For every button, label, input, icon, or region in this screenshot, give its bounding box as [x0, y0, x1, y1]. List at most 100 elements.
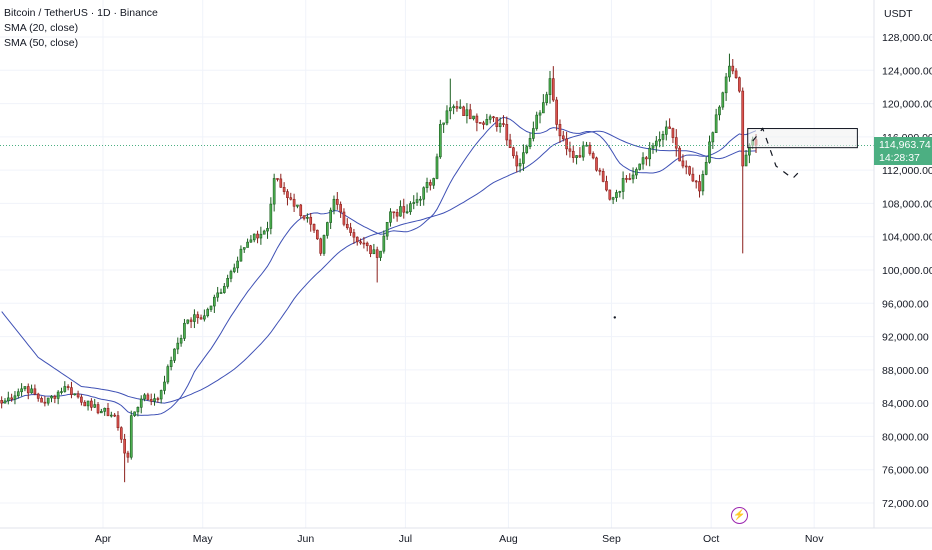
- candle-body: [133, 411, 136, 416]
- candle-body: [256, 233, 259, 239]
- candle-body: [86, 400, 90, 407]
- candle-body: [269, 203, 273, 229]
- candle-body: [123, 438, 126, 454]
- candle-body: [209, 305, 213, 310]
- time-axis[interactable]: Apr May Jun Jul Aug Sep Oct Nov: [95, 533, 824, 545]
- candle-body: [126, 452, 130, 458]
- candle-body: [246, 241, 249, 248]
- candle-body: [724, 76, 728, 94]
- candle-body: [189, 319, 193, 322]
- lightning-bolt-icon[interactable]: ⚡: [731, 507, 748, 524]
- candle-body: [262, 230, 266, 235]
- candle-body: [259, 233, 263, 239]
- candle-body: [402, 206, 406, 213]
- candle-body: [46, 397, 50, 404]
- price-tick-label: 96,000.00: [882, 298, 929, 310]
- candle-body: [718, 106, 721, 116]
- candle-body: [329, 209, 332, 223]
- drawing-tools[interactable]: [0, 127, 874, 319]
- candle-body: [429, 182, 432, 186]
- candle-body: [196, 314, 200, 319]
- candle-body: [213, 296, 216, 307]
- candle-body: [488, 116, 492, 120]
- candle-body: [502, 123, 505, 125]
- candle-body: [372, 249, 376, 254]
- candle-body: [568, 148, 572, 152]
- candle-body: [542, 102, 545, 114]
- candle-body: [728, 65, 731, 78]
- candle-body: [661, 134, 665, 140]
- currency-label[interactable]: USDT: [884, 8, 913, 20]
- candle-body: [598, 169, 602, 172]
- candle-body: [173, 348, 176, 361]
- candle-body: [555, 99, 558, 125]
- candle-body: [229, 271, 233, 279]
- price-axis[interactable]: 128,000.00124,000.00120,000.00116,000.00…: [882, 32, 932, 510]
- candle-body: [442, 122, 445, 125]
- candle-body: [515, 155, 519, 167]
- candle-body: [508, 139, 512, 149]
- time-tick-label: May: [193, 533, 214, 545]
- candle-body: [20, 388, 23, 393]
- candle-body: [219, 292, 223, 294]
- candle-body: [658, 139, 661, 142]
- candle-body: [701, 174, 705, 192]
- candle-body: [136, 406, 140, 413]
- candle-body: [146, 394, 150, 400]
- candle-body: [249, 239, 253, 243]
- price-tick-label: 80,000.00: [882, 431, 929, 443]
- candle-body: [100, 411, 103, 414]
- candle-body: [545, 94, 548, 103]
- symbol-title[interactable]: Bitcoin / TetherUS · 1D · Binance: [4, 7, 158, 19]
- candle-body: [721, 92, 725, 108]
- candle-body: [638, 163, 642, 170]
- price-tick-label: 72,000.00: [882, 498, 929, 510]
- candle-body: [50, 395, 53, 399]
- bar-countdown: 14:28:37: [879, 152, 920, 164]
- candle-body: [525, 146, 529, 153]
- candle-body: [339, 204, 342, 213]
- indicator-sma-50[interactable]: SMA (50, close): [4, 37, 79, 49]
- candle-body: [631, 174, 635, 180]
- candle-body: [359, 241, 362, 244]
- candle-body: [43, 401, 47, 404]
- candle-body: [186, 319, 190, 324]
- candle-body: [236, 260, 239, 269]
- candle-body: [512, 147, 515, 157]
- candle-body: [551, 78, 555, 101]
- candle-body: [635, 169, 638, 176]
- candle-body: [561, 135, 565, 140]
- time-tick-label: Apr: [95, 533, 112, 545]
- candle-body: [73, 393, 77, 396]
- candle-body: [286, 191, 289, 198]
- candle-body: [252, 233, 256, 241]
- candle-body: [33, 388, 37, 395]
- candle-body: [279, 178, 283, 188]
- candle-body: [206, 309, 210, 317]
- candle-body: [389, 211, 392, 223]
- candle-body: [485, 119, 489, 125]
- candle-body: [711, 132, 715, 143]
- candle-body: [668, 126, 671, 129]
- candle-body: [611, 197, 615, 200]
- candle-body: [349, 227, 352, 233]
- candle-body: [80, 396, 83, 403]
- indicator-sma-20[interactable]: SMA (20, close): [4, 22, 79, 34]
- candle-body: [558, 124, 562, 137]
- candle-body: [375, 249, 379, 258]
- candle-body: [674, 137, 678, 149]
- price-tick-label: 88,000.00: [882, 365, 929, 377]
- candle-body: [176, 342, 180, 350]
- candle-body: [76, 393, 80, 398]
- chart-legend: Bitcoin / TetherUS · 1D · Binance SMA (2…: [4, 6, 158, 51]
- candle-body: [103, 407, 107, 412]
- candle-body: [535, 114, 539, 129]
- candle-body: [319, 238, 323, 254]
- candle-body: [691, 173, 695, 182]
- candle-body: [625, 178, 628, 180]
- candle-body: [239, 248, 243, 262]
- candle-body: [6, 397, 10, 402]
- candle-body: [322, 235, 326, 254]
- candle-body: [272, 178, 276, 205]
